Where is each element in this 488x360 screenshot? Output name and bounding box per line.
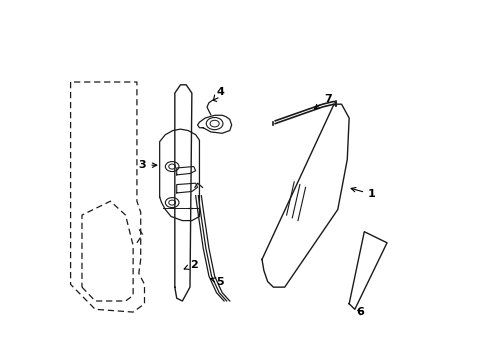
Text: 3: 3 — [139, 160, 157, 170]
Text: 1: 1 — [350, 188, 375, 199]
Text: 4: 4 — [213, 87, 224, 100]
Text: 6: 6 — [356, 307, 364, 317]
Text: 7: 7 — [314, 94, 331, 109]
Text: 5: 5 — [210, 276, 224, 287]
Text: 2: 2 — [183, 260, 197, 270]
